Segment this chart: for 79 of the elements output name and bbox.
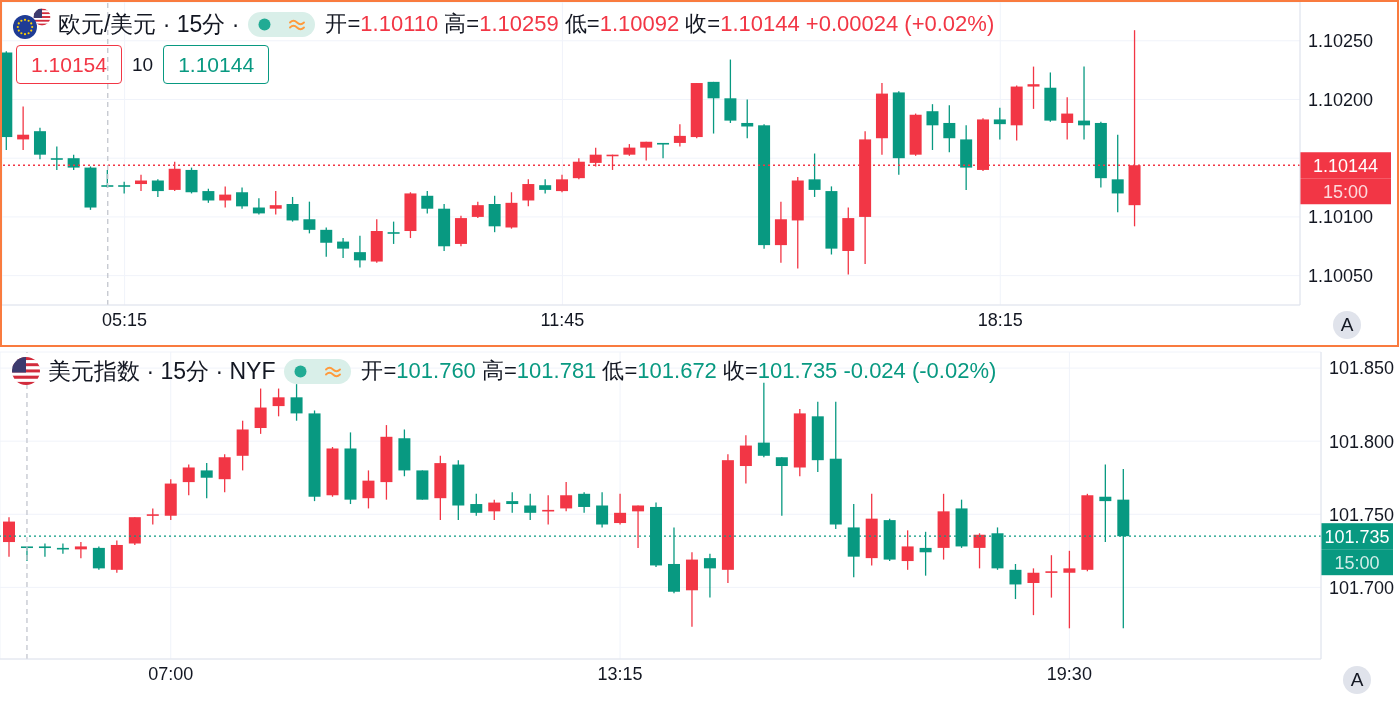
price-box: 1.10154: [16, 45, 122, 84]
y-tick-label: 101.700: [1329, 577, 1395, 598]
candlestick: [236, 186, 249, 210]
candlestick: [488, 195, 501, 233]
candlestick: [272, 387, 285, 417]
candlestick: [92, 545, 105, 571]
candlestick: [614, 493, 627, 526]
candlestick: [33, 127, 46, 161]
candlestick: [522, 178, 535, 207]
candlestick: [673, 123, 686, 148]
candlestick: [74, 541, 87, 559]
candlestick: [560, 481, 573, 512]
candlestick: [3, 516, 15, 558]
candlestick: [808, 152, 821, 198]
y-tick-label: 101.850: [1329, 358, 1395, 379]
round-button: A: [1333, 311, 1361, 339]
candlestick: [993, 107, 1006, 141]
candlestick: [488, 499, 501, 521]
candlestick: [1009, 563, 1022, 600]
candlestick: [596, 491, 609, 529]
candlestick: [38, 542, 51, 558]
candlestick: [337, 237, 350, 259]
candlestick: [470, 493, 483, 517]
candlestick: [320, 226, 333, 258]
candlestick: [901, 529, 914, 571]
candlestick: [286, 196, 299, 223]
y-tick-label: 1.10200: [1308, 89, 1374, 110]
candlestick: [757, 382, 770, 458]
y-tick-label: 101.800: [1329, 431, 1395, 452]
x-tick-label: 13:15: [597, 663, 643, 684]
x-tick-label: 11:45: [540, 309, 585, 330]
candlestick: [739, 434, 752, 485]
x-tick-label: 19:30: [1046, 663, 1092, 684]
candlestick: [1111, 134, 1124, 213]
y-tick-label: 1.10100: [1308, 207, 1374, 228]
chart-subtitle: 开=1.10110 高=1.10259 低=1.10092 收=1.10144 +0.00024 (+0.02%): [325, 11, 995, 36]
candlestick: [353, 235, 366, 269]
candlestick: [269, 190, 282, 216]
chart-title: 美元指数 · 15分 · NYF: [48, 356, 276, 386]
candlestick: [1045, 554, 1058, 599]
candlestick: [218, 453, 231, 493]
candlestick: [421, 190, 434, 215]
candlestick: [524, 493, 537, 521]
candlestick: [1027, 567, 1040, 616]
x-tick-label: 07:00: [148, 663, 194, 684]
candlestick: [657, 142, 670, 159]
y-tick-label: 1.10250: [1308, 31, 1374, 52]
candlestick: [50, 145, 63, 171]
candlestick: [578, 491, 591, 514]
y-tick-label: 1.10050: [1308, 266, 1374, 287]
candlestick: [303, 201, 316, 235]
candlestick: [973, 532, 986, 570]
candlestick: [943, 104, 956, 153]
candlestick: [703, 553, 716, 599]
candlestick: [926, 103, 939, 151]
candlestick: [775, 456, 788, 517]
x-tick-label: 18:15: [977, 309, 1023, 330]
candlestick: [707, 81, 720, 135]
candlestick: [1027, 65, 1040, 110]
candlestick: [724, 58, 737, 124]
price-box: 1.10144: [163, 45, 270, 84]
candlestick: [1061, 96, 1074, 141]
ref-line-label: 1.10144 15:00: [1312, 155, 1379, 202]
candlestick: [506, 491, 519, 514]
candlestick: [362, 469, 375, 510]
x-tick-label: 05:15: [102, 309, 148, 330]
chart-title: 欧元/美元 · 15分 ·: [58, 9, 240, 39]
ref-line-label: 101.735 15:00: [1324, 526, 1390, 573]
candlestick: [200, 462, 213, 499]
round-button: A: [1343, 666, 1371, 694]
y-tick-label: 101.750: [1329, 504, 1395, 525]
candlestick: [1063, 550, 1076, 629]
candlestick: [290, 383, 303, 422]
candlestick: [387, 220, 400, 245]
candlestick: [185, 166, 198, 195]
candlestick: [254, 387, 267, 435]
chart-subtitle: 开=101.760 高=101.781 低=101.672 收=101.735 -0.024 (-0.02%): [361, 358, 997, 383]
candlestick: [182, 463, 195, 496]
annotation: 10: [132, 53, 154, 76]
